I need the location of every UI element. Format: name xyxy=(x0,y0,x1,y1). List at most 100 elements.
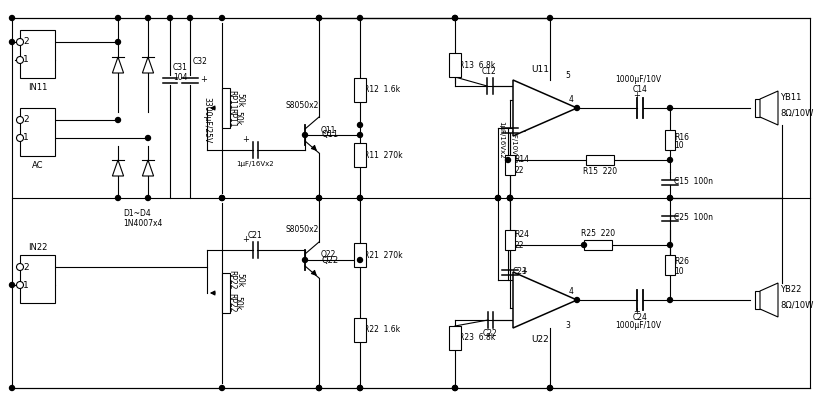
Circle shape xyxy=(316,196,321,200)
Circle shape xyxy=(16,281,24,288)
Text: 1μF/16Vx2: 1μF/16Vx2 xyxy=(498,121,504,159)
Circle shape xyxy=(316,15,321,21)
Text: TDA2003: TDA2003 xyxy=(518,105,552,115)
Circle shape xyxy=(667,196,672,200)
Text: +: + xyxy=(634,92,640,100)
Text: D1~D4: D1~D4 xyxy=(123,209,150,217)
Circle shape xyxy=(358,386,363,390)
Text: RP22: RP22 xyxy=(227,293,236,313)
Circle shape xyxy=(10,15,15,21)
Text: 104: 104 xyxy=(173,73,187,83)
Text: R13  6.8k: R13 6.8k xyxy=(459,60,495,70)
Circle shape xyxy=(116,117,121,122)
Circle shape xyxy=(16,117,24,124)
Circle shape xyxy=(452,386,458,390)
Polygon shape xyxy=(760,91,778,125)
Text: R15  220: R15 220 xyxy=(583,168,617,177)
Text: 1: 1 xyxy=(23,134,29,143)
Bar xyxy=(755,291,765,309)
Circle shape xyxy=(667,105,672,111)
Text: 1: 1 xyxy=(515,83,520,92)
Text: C13: C13 xyxy=(513,126,528,134)
Circle shape xyxy=(496,196,501,200)
Circle shape xyxy=(547,15,552,21)
Text: IN22: IN22 xyxy=(28,243,47,252)
Text: R21  270k: R21 270k xyxy=(364,251,403,260)
Text: 50k: 50k xyxy=(235,273,244,287)
Circle shape xyxy=(302,258,307,262)
Text: 50k: 50k xyxy=(235,93,244,107)
Bar xyxy=(755,99,765,117)
Text: U22: U22 xyxy=(531,335,549,345)
Text: C22: C22 xyxy=(483,330,497,339)
Circle shape xyxy=(10,40,15,45)
Circle shape xyxy=(145,136,150,141)
Circle shape xyxy=(116,15,121,21)
Circle shape xyxy=(316,386,321,390)
Circle shape xyxy=(507,196,512,200)
Circle shape xyxy=(10,386,15,390)
Bar xyxy=(665,130,675,150)
Text: 2: 2 xyxy=(23,38,29,47)
Text: YB22: YB22 xyxy=(780,286,801,294)
Circle shape xyxy=(316,386,321,390)
Polygon shape xyxy=(513,80,577,136)
Text: 2: 2 xyxy=(515,275,520,284)
Text: C14: C14 xyxy=(633,85,648,94)
Circle shape xyxy=(667,158,672,162)
Bar xyxy=(222,273,230,313)
Circle shape xyxy=(575,105,580,111)
Bar xyxy=(354,143,366,167)
Text: Q22: Q22 xyxy=(321,256,338,264)
Bar xyxy=(449,53,461,77)
Polygon shape xyxy=(142,57,154,73)
Circle shape xyxy=(116,40,121,45)
Polygon shape xyxy=(760,283,778,317)
Text: 2: 2 xyxy=(23,115,29,124)
Bar xyxy=(354,318,366,342)
Circle shape xyxy=(187,15,192,21)
Text: 2: 2 xyxy=(23,262,29,271)
Circle shape xyxy=(10,283,15,288)
Text: 1: 1 xyxy=(23,281,29,290)
Text: 5: 5 xyxy=(515,307,520,316)
Circle shape xyxy=(507,196,512,200)
Circle shape xyxy=(219,15,224,21)
Bar xyxy=(20,30,55,78)
Circle shape xyxy=(358,196,363,200)
Text: IN11: IN11 xyxy=(28,83,47,92)
Circle shape xyxy=(358,132,363,138)
Bar xyxy=(222,88,230,128)
Text: R26: R26 xyxy=(674,258,689,266)
Text: +: + xyxy=(634,307,640,316)
Text: C23: C23 xyxy=(513,267,528,277)
Text: C32: C32 xyxy=(193,58,208,66)
Polygon shape xyxy=(113,160,123,176)
Circle shape xyxy=(145,196,150,200)
Text: RP11: RP11 xyxy=(227,90,236,110)
Bar xyxy=(505,155,515,175)
Text: C24: C24 xyxy=(633,313,648,322)
Circle shape xyxy=(16,38,24,45)
Text: 10: 10 xyxy=(674,266,684,275)
Text: +: + xyxy=(242,135,250,144)
Circle shape xyxy=(452,386,458,390)
Text: 1000μF/10V: 1000μF/10V xyxy=(615,75,661,85)
Text: 3: 3 xyxy=(515,115,520,124)
Bar xyxy=(20,255,55,303)
Text: 8Ω/10W: 8Ω/10W xyxy=(780,301,814,309)
Circle shape xyxy=(667,196,672,200)
Text: 470μF/10Vx2: 470μF/10Vx2 xyxy=(511,117,517,163)
Circle shape xyxy=(575,298,580,303)
Circle shape xyxy=(145,15,150,21)
Text: 8Ω/10W: 8Ω/10W xyxy=(780,109,814,117)
Circle shape xyxy=(496,196,501,200)
Circle shape xyxy=(358,196,363,200)
Text: +: + xyxy=(520,126,527,134)
Text: 1: 1 xyxy=(515,288,520,298)
Text: AC: AC xyxy=(32,162,44,171)
Text: 4: 4 xyxy=(569,96,574,104)
Bar xyxy=(20,108,55,156)
Circle shape xyxy=(506,158,510,162)
Text: +: + xyxy=(520,267,527,277)
